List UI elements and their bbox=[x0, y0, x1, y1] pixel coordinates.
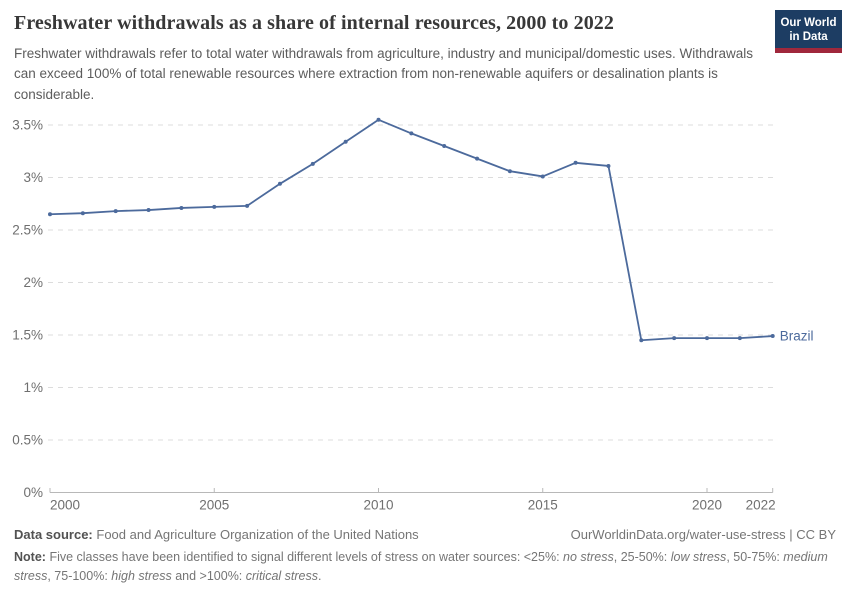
chart-footer: Data source: Food and Agriculture Organi… bbox=[0, 519, 850, 586]
x-axis-tick-label: 2022 bbox=[746, 497, 776, 512]
data-point bbox=[245, 203, 250, 208]
note-term-italic: medium stress bbox=[14, 549, 828, 583]
y-axis-tick-label: 2% bbox=[23, 275, 43, 290]
data-point bbox=[179, 205, 184, 210]
source-row: Data source: Food and Agriculture Organi… bbox=[14, 527, 836, 542]
y-axis-tick-label: 0% bbox=[23, 485, 43, 500]
note-label: Note: bbox=[14, 549, 46, 564]
data-point bbox=[737, 335, 742, 340]
owid-logo: Our World in Data bbox=[775, 10, 842, 54]
note-term-italic: no stress bbox=[563, 549, 614, 564]
note-text: Five classes have been identified to sig… bbox=[14, 550, 828, 583]
data-point bbox=[705, 335, 709, 340]
data-point bbox=[639, 338, 644, 342]
data-point bbox=[672, 335, 677, 340]
chart-subtitle: Freshwater withdrawals refer to total wa… bbox=[14, 46, 754, 102]
line-chart: 0% 0.5% 1% 1.5% 2% 2.5% 3% 3.5% 2000 2005 2010 2015… bbox=[12, 117, 814, 512]
note-term-italic: critical stress bbox=[245, 568, 318, 583]
data-point bbox=[573, 160, 578, 165]
note-fragment: , 50-75%: bbox=[726, 549, 784, 564]
data-point bbox=[277, 181, 282, 186]
chart-header: Freshwater withdrawals as a share of int… bbox=[0, 0, 850, 105]
x-axis-tick-label: 2020 bbox=[692, 497, 722, 512]
data-point bbox=[343, 139, 348, 144]
data-point bbox=[409, 131, 414, 136]
data-point bbox=[80, 210, 85, 215]
note-term-italic: low stress bbox=[670, 549, 727, 564]
data-point bbox=[146, 207, 151, 212]
note-fragment: . bbox=[318, 568, 322, 583]
data-point bbox=[442, 143, 447, 148]
data-point bbox=[212, 204, 217, 209]
data-point bbox=[507, 168, 512, 173]
x-axis-tick-label: 2010 bbox=[363, 497, 393, 512]
chart-title: Freshwater withdrawals as a share of int… bbox=[14, 12, 615, 34]
data-point bbox=[310, 161, 315, 166]
note-fragment: Five classes have been identified to sig… bbox=[49, 549, 564, 564]
y-axis-tick-label: 1.5% bbox=[12, 327, 43, 342]
series-end-label: Brazil bbox=[780, 328, 814, 343]
data-point bbox=[376, 117, 381, 122]
y-axis-tick-label: 3.5% bbox=[12, 117, 43, 132]
data-point bbox=[475, 156, 480, 161]
data-point bbox=[770, 333, 775, 338]
data-source-label: Data source: bbox=[14, 526, 93, 542]
y-axis-tick-label: 3% bbox=[23, 170, 43, 185]
owid-logo-line1: Our World bbox=[780, 17, 837, 29]
data-point bbox=[113, 208, 118, 213]
x-axis-tick-label: 2005 bbox=[199, 497, 229, 512]
owid-url-license-link[interactable]: OurWorldinData.org/water-use-stress | CC… bbox=[570, 526, 836, 542]
note: Note: Five classes have been identified … bbox=[14, 548, 829, 586]
y-axis-tick-label: 0.5% bbox=[12, 432, 43, 447]
note-fragment: , 75-100%: bbox=[47, 568, 112, 583]
note-fragment: , 25-50%: bbox=[613, 549, 671, 564]
x-axis-tick-label: 2000 bbox=[50, 497, 80, 512]
x-axis-tick-label: 2015 bbox=[528, 497, 558, 512]
data-source: Data source: Food and Agriculture Organi… bbox=[14, 527, 419, 542]
y-axis-tick-label: 1% bbox=[23, 380, 43, 395]
y-axis-tick-label: 2.5% bbox=[12, 222, 43, 237]
note-fragment: and >100%: bbox=[171, 568, 246, 583]
data-point bbox=[48, 212, 52, 216]
owid-logo-line2: in Data bbox=[789, 31, 828, 44]
data-point bbox=[540, 174, 545, 179]
data-source-value: Food and Agriculture Organization of the… bbox=[96, 526, 419, 542]
data-point bbox=[606, 163, 611, 168]
note-term-italic: high stress bbox=[111, 568, 172, 583]
